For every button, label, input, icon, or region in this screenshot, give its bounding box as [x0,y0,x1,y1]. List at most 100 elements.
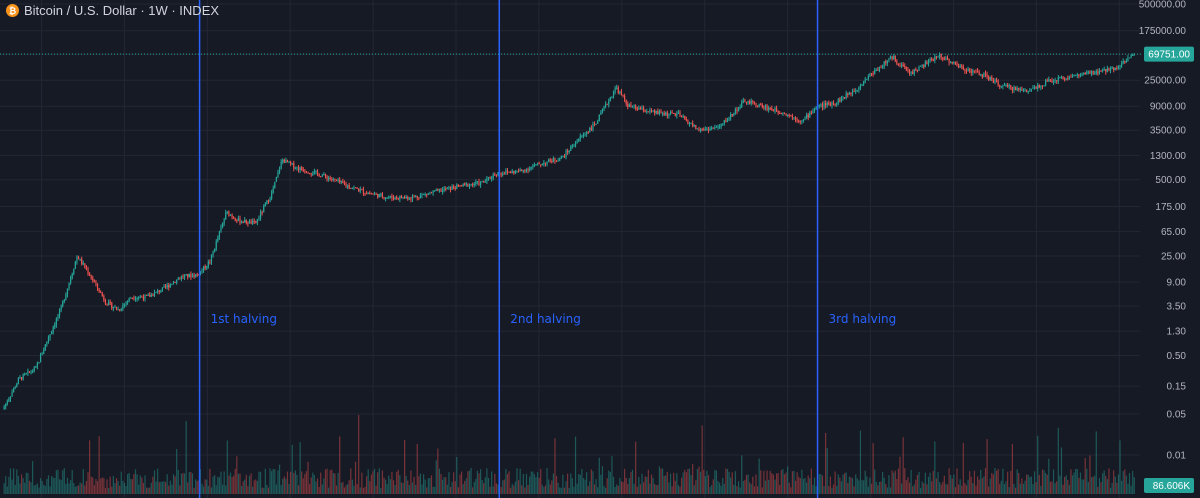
candle-body [787,114,789,116]
candle-body [163,286,165,288]
volume-bar [912,486,914,494]
volume-bar [288,483,290,494]
candle-body [318,173,320,177]
candle-body [543,162,545,165]
volume-bar [1067,480,1069,494]
volume-bar [51,475,53,494]
volume-bar [1007,471,1009,494]
volume-bar [798,476,800,494]
candle-body [880,66,882,68]
volume-bar [47,475,50,494]
volume-bar [209,468,211,494]
candle-body [934,56,936,61]
candle-body [495,174,497,176]
candle-body [894,56,896,62]
volume-bar [240,485,243,494]
candle-body [992,79,995,83]
volume-bar [1098,478,1101,494]
volume-bar [1005,481,1007,494]
candle-body [650,110,653,112]
volume-bar [1022,483,1025,494]
candle-body [988,76,990,80]
volume-bar [749,482,751,494]
volume-bar [658,466,661,494]
volume-bar [283,476,285,494]
candle-body [961,65,963,67]
candle-body [937,56,939,58]
volume-bar [848,476,850,494]
candle-body [527,168,529,171]
volume-bar [119,485,121,494]
volume-bar [111,486,113,494]
volume-bar [794,480,797,494]
candle-body [1102,70,1104,72]
volume-bar [829,476,831,494]
candle-body [889,56,892,60]
candle-body [394,196,396,199]
candle-body [983,73,985,78]
candle-body [1037,85,1039,89]
candle-body [451,186,453,190]
candle-body [385,197,387,199]
candle-body [27,371,29,374]
candle-body [669,112,672,114]
candle-body [483,181,485,183]
candle-body [402,197,404,199]
volume-bar [63,468,65,494]
candle-body [725,120,727,122]
candle-body [13,388,15,393]
volume-bar [584,479,586,494]
candle-body [875,69,877,71]
volume-bar [481,479,483,494]
candle-body [661,113,664,115]
candle-body [508,171,510,173]
volume-bar [1060,447,1063,494]
volume-bar [486,468,488,494]
candle-body [177,278,179,280]
candle-body [1046,80,1048,82]
volume-bar [538,477,540,494]
candle-body [959,65,961,68]
volume-bar [552,473,554,494]
volume-bar [510,487,512,494]
candle-body [847,93,849,95]
candle-body [256,219,258,223]
candle-body [456,184,458,189]
volume-bar [893,472,895,494]
candle-body [183,275,186,278]
candle-body [590,128,592,130]
candle-body [326,176,328,180]
volume-bar [571,478,573,494]
volume-bar [617,485,619,494]
candle-body [280,161,282,169]
volume-bar [845,472,847,494]
volume-bar [122,480,124,494]
candle-body [649,110,651,113]
volume-bar [93,485,95,494]
volume-bar [628,478,630,494]
volume-bar [89,440,91,494]
volume-bar [429,477,431,494]
volume-bar [1116,482,1118,494]
volume-bar [682,472,684,494]
volume-bar [828,486,830,494]
candle-body [568,150,570,153]
candle-body [422,194,425,196]
volume-bar [413,477,415,494]
candle-body [676,113,678,116]
candle-body [74,261,76,269]
volume-bar [723,483,725,494]
candle-body [970,70,972,73]
candle-body [1016,87,1018,91]
volume-bar [712,479,714,494]
volume-bar [641,473,643,494]
candle-body [1051,80,1053,83]
candle-body [863,82,865,85]
volume-bar [883,477,885,494]
candle-body [517,170,520,172]
volume-bar [256,481,258,494]
candle-body [877,69,879,71]
volume-bar [1086,468,1088,494]
volume-bar [525,473,528,494]
